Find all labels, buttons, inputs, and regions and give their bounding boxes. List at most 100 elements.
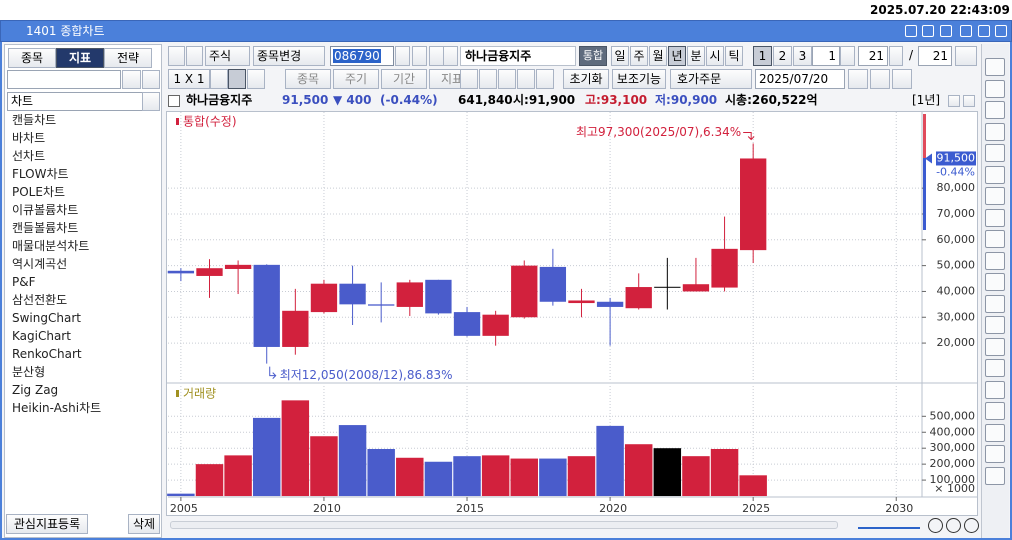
window-control[interactable] [960,25,972,37]
button[interactable]: 호가주문 [670,69,752,89]
list-item[interactable]: FLOW차트 [12,167,69,181]
tool-icon[interactable] [985,380,1005,399]
list-item[interactable]: SwingChart [12,311,81,325]
icon-button[interactable] [186,46,203,66]
tool-icon[interactable] [985,208,1005,227]
list-item[interactable]: POLE차트 [12,185,66,199]
window-control[interactable] [922,25,934,37]
count-input[interactable]: 21 [858,46,888,66]
icon-button[interactable] [536,69,554,89]
list-item[interactable]: 캔들볼륨차트 [12,221,79,235]
icon-button[interactable] [870,69,890,89]
code-input[interactable]: 086790 [330,46,394,66]
button[interactable]: 초기화 [563,69,609,89]
list-item[interactable]: 캔들차트 [12,113,57,127]
list-item[interactable]: Heikin-Ashi차트 [12,401,102,415]
icon-button[interactable] [210,69,228,89]
filter-button[interactable]: 주기 [333,69,379,89]
panel-control[interactable] [963,95,975,107]
tab[interactable]: 전략 [104,48,152,68]
tool-icon[interactable] [985,445,1005,463]
spinner[interactable] [889,46,903,66]
icon-button[interactable] [412,46,427,66]
list-item[interactable]: 바차트 [12,131,46,145]
icon-button[interactable] [517,69,535,89]
search-input[interactable] [7,70,121,89]
filter-button[interactable]: 종목 [285,69,331,89]
date-input[interactable]: 2025/07/20 [755,69,845,89]
icon-button[interactable] [247,69,265,89]
page-button[interactable]: 2 [773,46,792,66]
window-control[interactable] [995,25,1007,37]
period-button[interactable]: 일 [611,46,629,66]
tool-icon[interactable] [985,316,1005,334]
icon-button[interactable] [498,69,516,89]
tool-icon[interactable] [985,337,1005,356]
tool-icon[interactable] [985,230,1005,248]
tool-icon[interactable] [985,58,1005,76]
icon-button[interactable] [460,69,478,89]
clear-button[interactable] [122,70,141,89]
tool-icon[interactable] [985,273,1005,291]
combined-button[interactable]: 통합 [579,46,607,66]
icon-button[interactable] [848,69,868,89]
tool-icon[interactable] [985,122,1005,141]
zoom-button[interactable] [946,518,961,533]
list-item[interactable]: 매물대분석차트 [12,239,90,253]
tool-icon[interactable] [985,187,1005,205]
dropdown-button[interactable] [142,70,160,89]
tool-icon[interactable] [985,466,1005,485]
list-item[interactable]: 선차트 [12,149,46,163]
icon-button[interactable] [395,46,410,66]
category-arrow[interactable] [142,92,160,111]
page-button[interactable]: 3 [793,46,812,66]
period-button[interactable]: 월 [649,46,667,66]
tool-icon[interactable] [985,165,1005,184]
tool-icon[interactable] [985,359,1005,377]
list-item[interactable]: KagiChart [12,329,71,343]
page-button[interactable]: 1 [753,46,772,66]
period-button[interactable]: 주 [630,46,648,66]
list-item[interactable]: 분산형 [12,365,46,379]
window-control[interactable] [978,25,990,37]
tab[interactable]: 종목 [8,48,56,68]
category-select[interactable]: 차트 [7,92,160,111]
list-item[interactable]: P&F [12,275,36,289]
zoom-button[interactable] [928,518,943,533]
tool-icon[interactable] [985,402,1005,420]
market-select[interactable]: 주식 [205,46,250,66]
period-button[interactable]: 시 [706,46,724,66]
tool-icon[interactable] [985,251,1005,270]
icon-button[interactable] [443,46,458,66]
panel-control[interactable] [948,95,960,107]
icon-button[interactable] [955,46,977,66]
period-button[interactable]: 분 [687,46,705,66]
button[interactable]: 관심지표등록 [6,514,88,534]
count-input[interactable]: 21 [918,46,952,66]
checkbox[interactable] [168,95,180,107]
tab[interactable]: 지표 [56,48,104,68]
icon-button[interactable] [429,46,444,66]
tool-icon[interactable] [985,294,1005,313]
list-item[interactable]: Zig Zag [12,383,59,397]
icon-button[interactable] [168,46,185,66]
change-select[interactable]: 종목변경 [253,46,325,66]
window-control[interactable] [905,25,917,37]
tool-icon[interactable] [985,423,1005,442]
dropdown-button[interactable] [840,46,855,66]
button[interactable]: 보조기능 [612,69,666,89]
list-item[interactable]: 이큐볼륨차트 [12,203,79,217]
list-item[interactable]: 삼선전환도 [12,293,68,307]
icon-button[interactable] [479,69,497,89]
icon-button[interactable] [892,69,912,89]
period-button[interactable]: 년 [668,46,686,66]
button[interactable]: 삭제 [128,514,160,534]
tool-icon[interactable] [985,79,1005,98]
icon-button[interactable] [228,69,246,89]
interval-input[interactable]: 1 [812,46,840,66]
zoom-button[interactable] [964,518,979,533]
tool-icon[interactable] [985,101,1005,119]
layout-button[interactable]: 1 X 1 [168,69,210,89]
list-item[interactable]: 역시계곡선 [12,257,68,271]
period-button[interactable]: 틱 [725,46,743,66]
